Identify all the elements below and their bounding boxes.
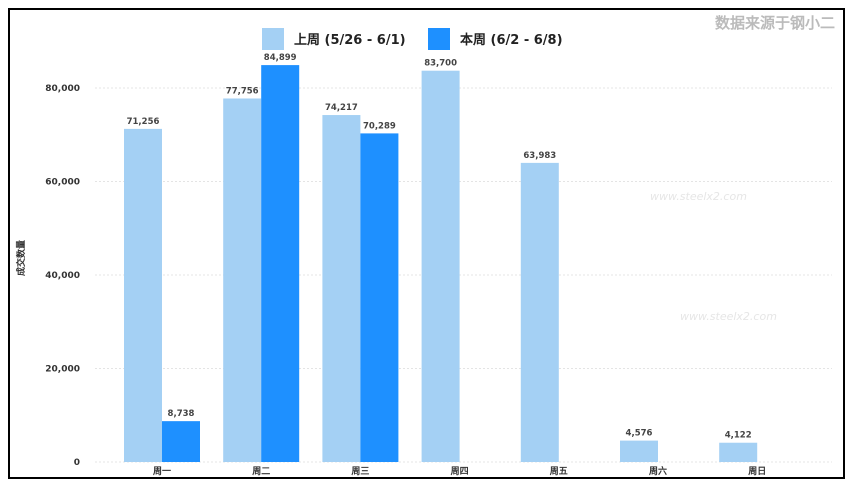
legend: 上周 (5/26 - 6/1) 本周 (6/2 - 6/8) bbox=[262, 28, 563, 50]
y-tick-label: 40,000 bbox=[45, 271, 80, 281]
watermarks: www.steelx2.com www.steelx2.com bbox=[650, 190, 777, 323]
x-tick-label: 周日 bbox=[748, 466, 766, 477]
bar-last-week[interactable] bbox=[520, 162, 559, 463]
x-tick-label: 周六 bbox=[649, 465, 667, 477]
y-tick-label: 20,000 bbox=[45, 365, 80, 375]
y-tick-label: 0 bbox=[74, 458, 80, 468]
x-tick-label: 周五 bbox=[550, 466, 568, 477]
bar-last-week[interactable] bbox=[124, 128, 162, 462]
data-label: 4,576 bbox=[626, 429, 653, 439]
data-label: 4,122 bbox=[725, 431, 752, 441]
bar-last-week[interactable] bbox=[223, 98, 262, 463]
x-tick-label: 周四 bbox=[451, 466, 469, 477]
legend-label-this-week[interactable]: 本周 (6/2 - 6/8) bbox=[460, 32, 563, 48]
y-tick-label: 80,000 bbox=[45, 84, 80, 94]
watermark-text: www.steelx2.com bbox=[650, 190, 747, 203]
legend-swatch-last-week bbox=[262, 28, 284, 50]
data-label: 63,983 bbox=[523, 151, 556, 161]
data-label: 71,256 bbox=[127, 117, 160, 127]
bar-this-week[interactable] bbox=[261, 65, 300, 463]
x-tick-label: 周一 bbox=[153, 466, 171, 477]
x-tick-label: 周二 bbox=[252, 466, 270, 477]
data-label: 77,756 bbox=[226, 86, 259, 96]
data-label: 74,217 bbox=[325, 103, 358, 113]
source-note: 数据来源于钢小二 bbox=[715, 14, 835, 32]
data-label: 8,738 bbox=[168, 409, 195, 419]
bar-last-week[interactable] bbox=[421, 70, 460, 462]
bar-last-week[interactable] bbox=[620, 440, 658, 462]
data-label: 83,700 bbox=[424, 59, 457, 69]
bar-this-week[interactable] bbox=[162, 421, 200, 462]
legend-swatch-this-week bbox=[428, 28, 450, 50]
y-tick-label: 60,000 bbox=[45, 178, 80, 188]
data-label: 70,289 bbox=[363, 121, 396, 131]
watermark-text: www.steelx2.com bbox=[680, 310, 777, 323]
data-label: 84,899 bbox=[264, 53, 297, 63]
bar-last-week[interactable] bbox=[322, 115, 361, 462]
bar-this-week[interactable] bbox=[360, 133, 399, 462]
legend-label-last-week[interactable]: 上周 (5/26 - 6/1) bbox=[294, 33, 406, 48]
x-tick-label: 周三 bbox=[351, 466, 369, 477]
bar-last-week[interactable] bbox=[719, 442, 758, 462]
y-axis-label: 成交数量 bbox=[15, 240, 27, 276]
